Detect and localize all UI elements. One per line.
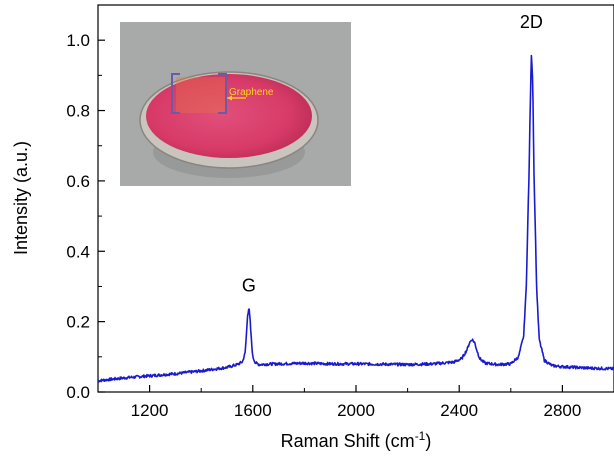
x-tick-label: 2000 [337,401,375,420]
x-axis: 1200 1600 2000 2400 2800 [131,385,581,420]
x-tick-label: 1200 [131,401,169,420]
peak-label-g: G [242,276,256,296]
x-axis-title-superscript: -1 [415,429,426,443]
x-tick-label: 2400 [440,401,478,420]
y-tick-label: 0.2 [66,313,90,332]
y-tick-label: 0.4 [66,242,90,261]
y-tick-label: 1.0 [66,31,90,50]
y-axis: 0.0 0.2 0.4 0.6 0.8 1.0 [66,31,105,402]
peak-label-2d: 2D [520,12,543,32]
y-tick-label: 0.6 [66,172,90,191]
inset-photo: Graphene [120,22,351,186]
y-tick-label: 0.8 [66,102,90,121]
inset-label: Graphene [229,87,274,98]
x-axis-title: Raman Shift (cm-1) [281,429,432,451]
y-tick-label: 0.0 [66,383,90,402]
x-tick-label: 1600 [234,401,272,420]
x-tick-label: 2800 [543,401,581,420]
raman-spectrum-line [97,54,614,383]
y-axis-title: Intensity (a.u.) [11,141,31,255]
